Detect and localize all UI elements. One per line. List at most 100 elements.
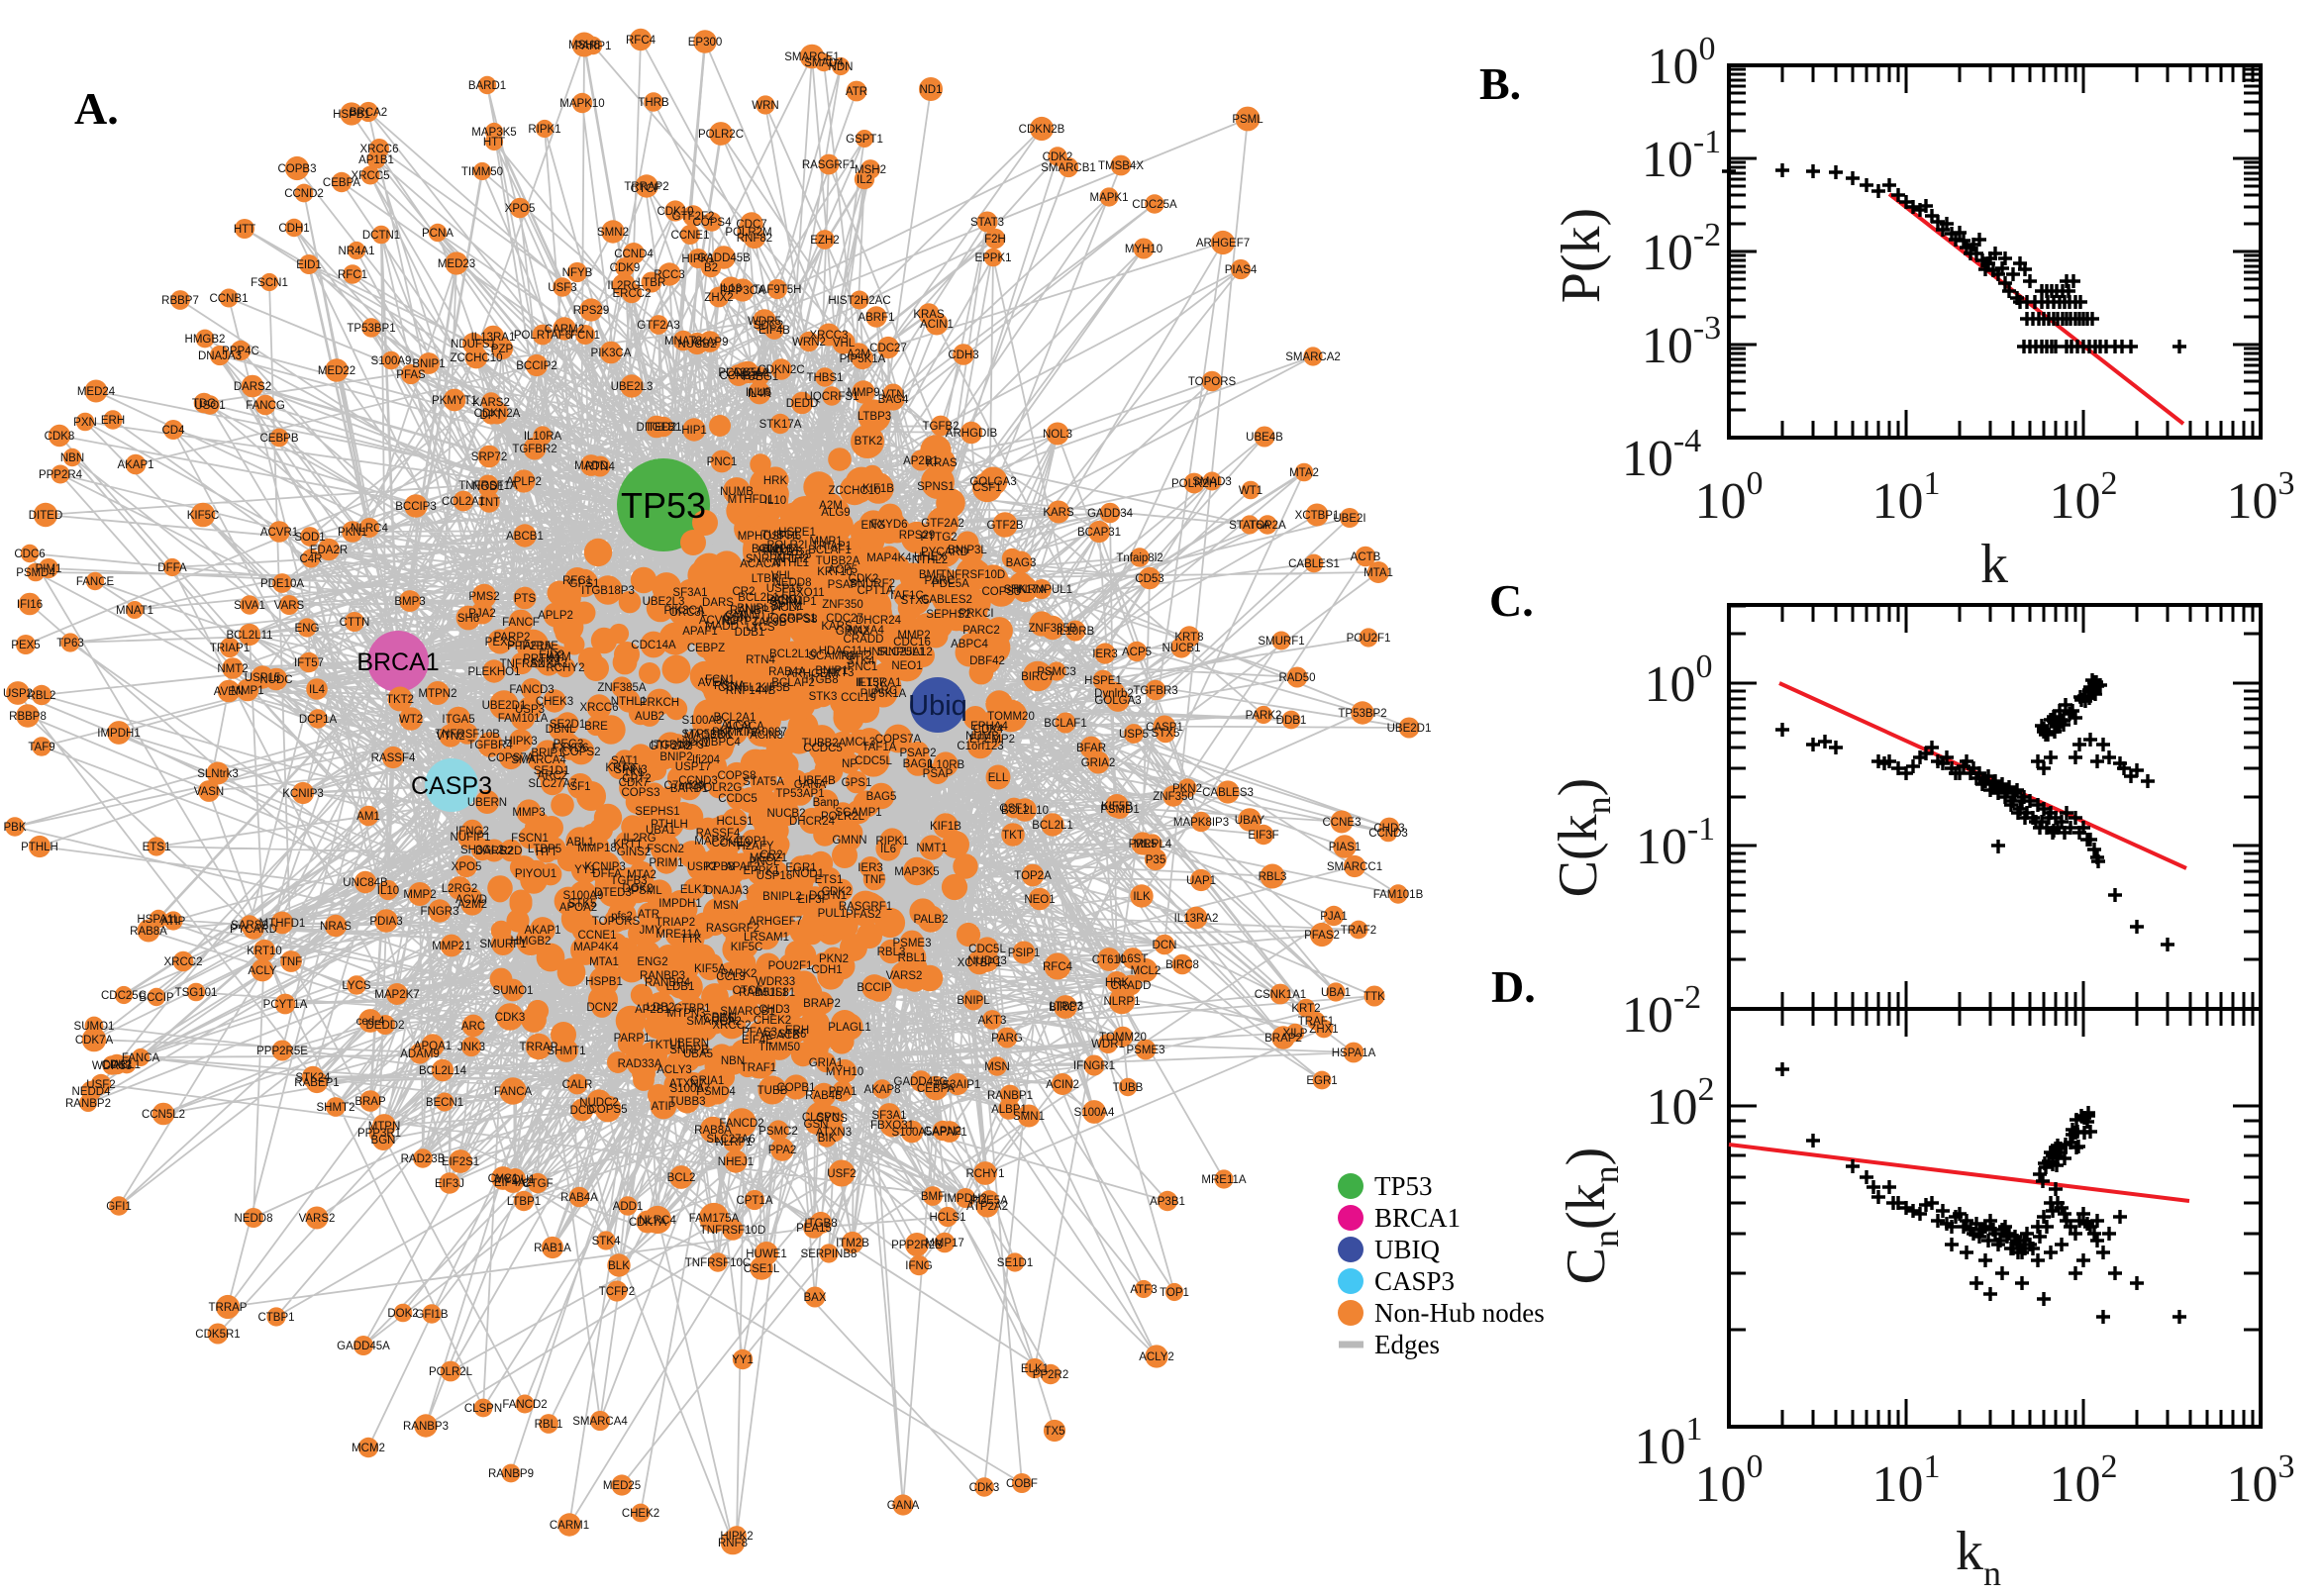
svg-text:BFAR: BFAR: [1076, 743, 1106, 754]
svg-text:ACACA: ACACA: [740, 558, 779, 570]
svg-text:GRIA2: GRIA2: [1081, 757, 1116, 769]
svg-text:PIK3CA: PIK3CA: [664, 605, 705, 617]
svg-text:COPS7A: COPS7A: [488, 752, 535, 764]
svg-text:RAD33A: RAD33A: [618, 1058, 662, 1070]
svg-text:NRAS: NRAS: [320, 921, 352, 933]
svg-text:CDK7A: CDK7A: [629, 1217, 667, 1229]
svg-text:ND1: ND1: [919, 84, 942, 96]
svg-text:ENG: ENG: [295, 623, 320, 635]
svg-text:ILK: ILK: [1133, 891, 1151, 903]
svg-text:NUDC3: NUDC3: [967, 955, 1007, 967]
svg-text:PCNA: PCNA: [714, 680, 746, 692]
svg-text:PSML: PSML: [1232, 114, 1263, 126]
svg-text:HSPA1L: HSPA1L: [137, 914, 180, 926]
svg-text:RANBP4: RANBP4: [645, 977, 691, 989]
svg-text:PSAP: PSAP: [923, 768, 954, 780]
svg-text:IL10RA: IL10RA: [524, 431, 562, 443]
svg-text:SF1: SF1: [569, 781, 590, 793]
svg-text:MTA2: MTA2: [1289, 467, 1319, 479]
svg-text:PARK2: PARK2: [1246, 710, 1282, 722]
svg-text:DDB1: DDB1: [735, 627, 765, 639]
svg-text:HIST2H2AC: HIST2H2AC: [828, 295, 890, 307]
svg-text:PCYT1A: PCYT1A: [263, 999, 308, 1011]
svg-text:DNAJA3: DNAJA3: [705, 885, 749, 897]
svg-text:NEDD8: NEDD8: [773, 577, 812, 589]
svg-text:IL4R: IL4R: [748, 388, 771, 400]
svg-text:MCM2: MCM2: [352, 1443, 385, 1454]
svg-text:A2M2: A2M2: [457, 899, 487, 911]
svg-text:EIF4A2: EIF4A2: [494, 1177, 532, 1189]
svg-text:CDC7: CDC7: [736, 219, 766, 231]
svg-text:SLNtrk3: SLNtrk3: [197, 768, 239, 780]
svg-text:IL13RA2: IL13RA2: [1174, 913, 1219, 925]
svg-text:TKT: TKT: [1002, 830, 1024, 842]
svg-text:TOP2A: TOP2A: [1249, 520, 1286, 532]
svg-text:CAPN2: CAPN2: [924, 1126, 961, 1138]
svg-text:NEO1: NEO1: [1024, 894, 1055, 906]
svg-text:FAM175A: FAM175A: [689, 1213, 740, 1225]
svg-text:ITGA5: ITGA5: [442, 714, 474, 726]
svg-text:MAPK10: MAPK10: [559, 98, 604, 110]
svg-text:XPO5: XPO5: [505, 203, 536, 215]
svg-text:SMARCC1: SMARCC1: [1327, 861, 1382, 873]
svg-text:BAG5: BAG5: [866, 791, 897, 803]
svg-text:HSPA1A: HSPA1A: [1332, 1047, 1376, 1059]
svg-text:ZNF385A: ZNF385A: [597, 682, 647, 694]
svg-text:COBF: COBF: [1006, 1478, 1038, 1490]
svg-text:RCHY1: RCHY1: [966, 1168, 1005, 1180]
svg-text:PP2R2: PP2R2: [1033, 1369, 1068, 1381]
svg-text:CABLES1: CABLES1: [1288, 558, 1340, 570]
svg-text:ALBP1: ALBP1: [991, 1104, 1027, 1116]
svg-text:SMURF1: SMURF1: [1258, 636, 1304, 648]
svg-text:TP53BP1: TP53BP1: [347, 323, 395, 335]
svg-text:TKTL1: TKTL1: [649, 1040, 683, 1051]
svg-text:TNFRSF10D: TNFRSF10D: [700, 1225, 765, 1237]
svg-text:PMS2: PMS2: [468, 591, 499, 603]
svg-text:BTK2: BTK2: [855, 436, 883, 448]
svg-text:RAD50: RAD50: [1278, 672, 1315, 684]
svg-text:BMP3: BMP3: [394, 596, 425, 608]
svg-text:DCN: DCN: [1153, 940, 1177, 951]
svg-text:GSN: GSN: [804, 1119, 829, 1131]
svg-text:MRPL4: MRPL4: [1134, 839, 1172, 850]
svg-text:PSMD4: PSMD4: [16, 567, 55, 579]
svg-text:USP15: USP15: [245, 672, 280, 684]
svg-text:MMP1: MMP1: [231, 685, 263, 697]
svg-text:CDH1: CDH1: [278, 223, 309, 235]
svg-text:FANCG: FANCG: [246, 400, 285, 412]
svg-text:ELK1: ELK1: [680, 884, 708, 896]
svg-text:APOA1: APOA1: [414, 1041, 452, 1052]
svg-text:BCAP31: BCAP31: [1077, 527, 1121, 539]
svg-text:HSPE1: HSPE1: [1084, 675, 1122, 687]
svg-text:USF3: USF3: [548, 282, 576, 294]
svg-text:DCP1A: DCP1A: [299, 714, 338, 726]
svg-text:TP53: TP53: [1374, 1171, 1433, 1201]
svg-text:S100A7: S100A7: [670, 1083, 711, 1095]
svg-text:IL2: IL2: [857, 174, 872, 186]
svg-text:ACLY: ACLY: [248, 965, 277, 977]
svg-text:SH3GL2: SH3GL2: [460, 845, 504, 856]
svg-text:DBF42: DBF42: [969, 655, 1005, 667]
svg-text:MRE11A: MRE11A: [1201, 1174, 1246, 1186]
svg-text:ACIN2: ACIN2: [1046, 1079, 1079, 1091]
svg-text:RASGRF1: RASGRF1: [802, 159, 856, 171]
svg-text:GMNN: GMNN: [832, 835, 866, 847]
svg-text:YY1: YY1: [732, 1354, 754, 1366]
svg-text:ARHGEF7: ARHGEF7: [1196, 238, 1250, 249]
svg-text:IL6ST: IL6ST: [1118, 953, 1149, 965]
svg-text:RAB8A: RAB8A: [130, 926, 167, 938]
svg-text:KIF5C: KIF5C: [187, 510, 220, 522]
svg-text:UAP1: UAP1: [1186, 875, 1216, 887]
svg-text:HHEX: HHEX: [914, 551, 946, 563]
svg-text:NP: NP: [842, 758, 858, 770]
svg-text:NUFIP1: NUFIP1: [451, 832, 491, 844]
svg-text:CEBPA: CEBPA: [323, 177, 360, 189]
svg-text:HMGB2: HMGB2: [185, 334, 226, 346]
svg-text:BRAP2: BRAP2: [1264, 1033, 1302, 1045]
svg-text:R2D: R2D: [499, 846, 522, 857]
svg-text:AP1B1: AP1B1: [358, 154, 394, 166]
svg-text:CCND4: CCND4: [614, 249, 654, 260]
svg-text:EIF4E: EIF4E: [742, 1035, 773, 1047]
svg-text:DCTN1: DCTN1: [362, 230, 400, 242]
svg-text:IL10RB: IL10RB: [1057, 626, 1095, 638]
